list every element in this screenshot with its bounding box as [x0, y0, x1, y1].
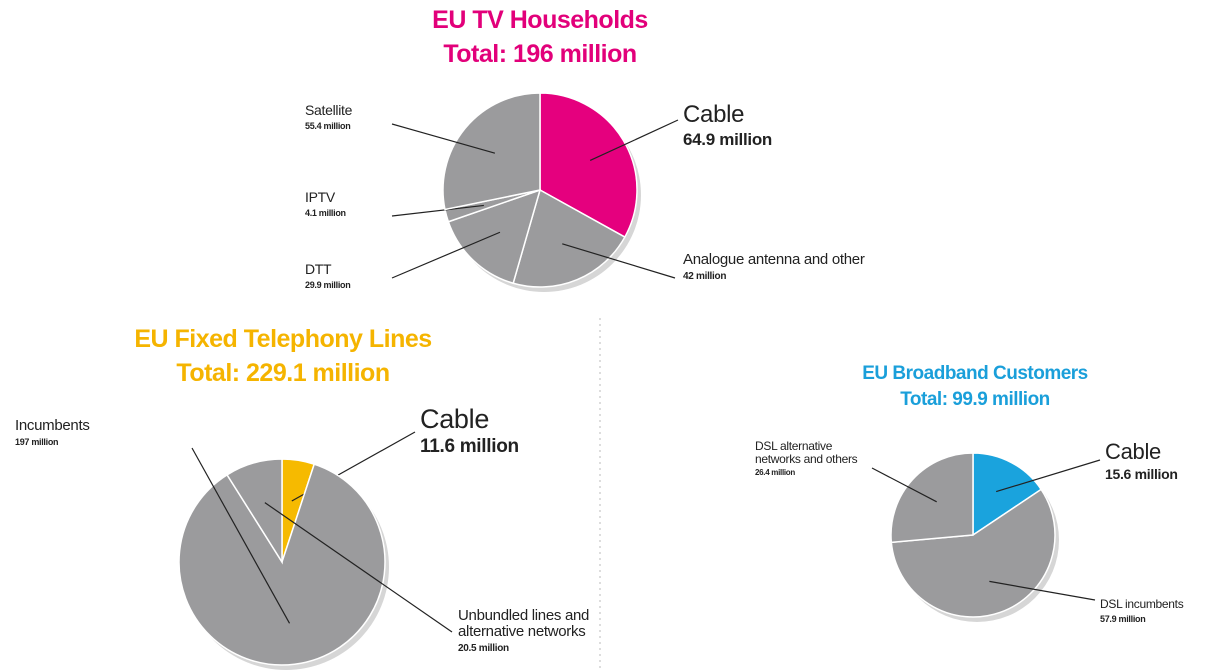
slice-label: DSL incumbents: [1100, 597, 1184, 611]
pie-slice: [442, 92, 541, 211]
slice-label: DSL alternative networks and others: [755, 439, 858, 466]
slice-label: DTT: [305, 261, 332, 277]
slice-label: Satellite: [305, 102, 353, 118]
chart-title: EU Broadband Customers: [862, 363, 1088, 384]
leader-line: [871, 467, 937, 503]
slice-label: Cable: [1105, 439, 1161, 464]
leader-line: [264, 502, 453, 633]
pie-slice: [447, 188, 542, 285]
slice-label: IPTV: [305, 189, 335, 205]
leader-line: [989, 580, 1096, 601]
slice-label: Unbundled lines and alternative networks: [458, 607, 590, 640]
slice-value-label: 42 million: [683, 270, 727, 282]
slice-value-label: 57.9 million: [1100, 613, 1146, 624]
pie-slice: [226, 458, 283, 565]
pie-slice: [890, 488, 1056, 618]
leader-line: [191, 447, 291, 624]
slice-value-label: 20.5 million: [458, 642, 509, 654]
pie-slice: [539, 92, 638, 239]
chart-subtitle: Total: 229.1 million: [176, 358, 390, 387]
slice-value-label: 11.6 million: [420, 436, 519, 458]
slice-value-label: 55.4 million: [305, 120, 351, 131]
slice-value-label: 197 million: [15, 436, 59, 447]
slice-value-label: 29.9 million: [305, 279, 351, 290]
pie-slice: [972, 452, 1043, 537]
leader-line: [589, 119, 679, 162]
leader-line: [391, 123, 496, 154]
leader-line: [391, 231, 501, 279]
slice-value-label: 15.6 million: [1105, 466, 1178, 483]
slice-label: Incumbents: [15, 417, 90, 434]
pie-slice: [890, 452, 974, 544]
pie-slice: [178, 463, 386, 666]
slice-value-label: 26.4 million: [755, 468, 795, 478]
slice-label: Cable: [420, 404, 490, 434]
leader-line: [996, 459, 1101, 493]
slice-label: Cable: [683, 101, 745, 128]
chart-subtitle: Total: 99.9 million: [900, 388, 1050, 410]
chart-subtitle: Total: 196 million: [443, 39, 637, 68]
pie-slice: [512, 188, 626, 288]
chart-title: EU Fixed Telephony Lines: [134, 325, 432, 353]
leader-line: [391, 204, 484, 217]
slice-label: Analogue antenna and other: [683, 251, 865, 268]
leader-line: [562, 243, 676, 279]
slice-value-label: 4.1 million: [305, 207, 346, 218]
slice-value-label: 64.9 million: [683, 130, 772, 150]
chart-title: EU TV Households: [432, 6, 648, 34]
